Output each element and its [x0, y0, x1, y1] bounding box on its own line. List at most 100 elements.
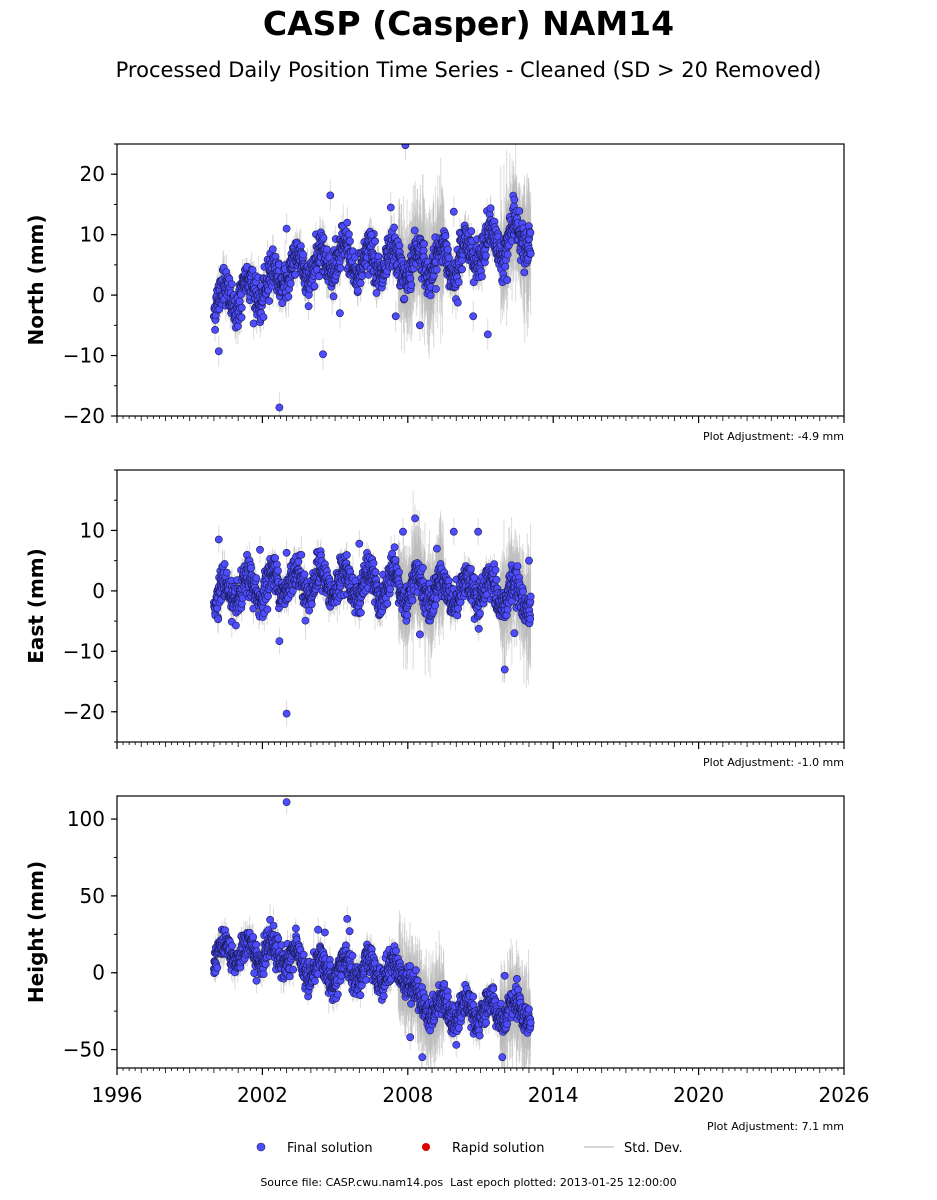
final-point [481, 251, 490, 260]
chart-subtitle: Processed Daily Position Time Series - C… [115, 58, 822, 82]
final-point [344, 230, 353, 239]
final-point [467, 227, 476, 236]
final-point [406, 274, 415, 283]
final-point [247, 564, 255, 573]
final-point [444, 254, 453, 262]
final-point [301, 616, 310, 625]
final-point [520, 268, 529, 277]
final-point [426, 291, 435, 300]
final-point [432, 265, 441, 274]
final-point [220, 560, 229, 568]
y-axis-label-north: North (mm) [24, 214, 48, 345]
final-point [432, 285, 440, 293]
final-point [342, 551, 351, 559]
final-point [386, 203, 395, 212]
final-point [329, 292, 338, 301]
y-tick-label: 0 [92, 283, 105, 307]
panel-data-east [209, 490, 535, 728]
final-point [319, 233, 328, 242]
final-points-north [209, 144, 535, 412]
final-point [400, 294, 409, 303]
final-point [503, 276, 512, 284]
final-point [510, 195, 519, 204]
final-point [299, 250, 307, 259]
final-point [458, 265, 466, 274]
final-point [343, 218, 352, 227]
y-tick-label: −20 [63, 404, 105, 428]
final-point [211, 325, 219, 334]
final-point [268, 245, 277, 254]
final-point [237, 313, 246, 322]
final-point [515, 207, 524, 215]
final-point [526, 249, 535, 258]
final-point [401, 144, 410, 150]
final-point [526, 228, 535, 237]
final-point [286, 279, 295, 288]
final-point [441, 232, 450, 240]
final-point [275, 403, 284, 412]
final-point [391, 312, 400, 321]
final-point [227, 280, 236, 288]
final-point [284, 292, 293, 301]
final-point [415, 321, 424, 330]
final-point [248, 266, 257, 274]
y-tick-label: −10 [63, 344, 105, 368]
final-point [252, 574, 261, 582]
final-point [263, 605, 272, 614]
final-point [346, 237, 354, 245]
final-point [353, 286, 362, 295]
final-point [282, 224, 291, 233]
final-point [214, 615, 223, 624]
final-point [478, 272, 486, 281]
final-point [265, 297, 274, 305]
panel-data-north [209, 144, 535, 416]
chart-title: CASP (Casper) NAM14 [262, 4, 675, 43]
final-point [249, 319, 258, 328]
final-point [307, 600, 316, 609]
final-point [326, 191, 335, 200]
final-point [407, 281, 416, 289]
final-point [356, 279, 365, 288]
final-point [319, 350, 327, 359]
final-point [222, 568, 231, 577]
final-point [486, 204, 495, 213]
final-point [297, 551, 306, 559]
final-point [371, 237, 379, 246]
final-point [259, 313, 268, 321]
final-point [501, 262, 510, 271]
final-point [483, 330, 492, 339]
final-point [271, 554, 279, 562]
final-point [264, 592, 272, 601]
final-point [237, 303, 246, 312]
final-point [278, 299, 287, 307]
final-point [300, 570, 309, 579]
y-tick-label: 20 [80, 162, 105, 186]
final-point [449, 207, 458, 216]
final-point [304, 302, 313, 311]
final-point [444, 245, 452, 254]
final-point [395, 241, 404, 250]
final-point [294, 557, 303, 566]
final-points-east [209, 514, 535, 718]
final-point [410, 226, 419, 235]
final-point [372, 289, 381, 297]
final-point [367, 230, 376, 239]
panel-north: −20 −10 0 10 20 North (mm) Plot Adjustment: -4… [24, 143, 845, 443]
final-point [390, 223, 398, 232]
final-point [454, 278, 463, 287]
final-point [310, 282, 319, 290]
final-point [214, 347, 223, 356]
final-point [336, 264, 345, 272]
final-point [231, 621, 240, 630]
final-point [233, 322, 242, 331]
y-tick-label: 10 [80, 223, 105, 247]
final-point [420, 239, 428, 248]
final-point [469, 312, 478, 321]
final-point [358, 272, 367, 280]
final-point [503, 250, 512, 259]
final-point [335, 309, 344, 318]
plot-adjustment-north: Plot Adjustment: -4.9 mm [703, 430, 844, 443]
final-point [453, 298, 462, 307]
